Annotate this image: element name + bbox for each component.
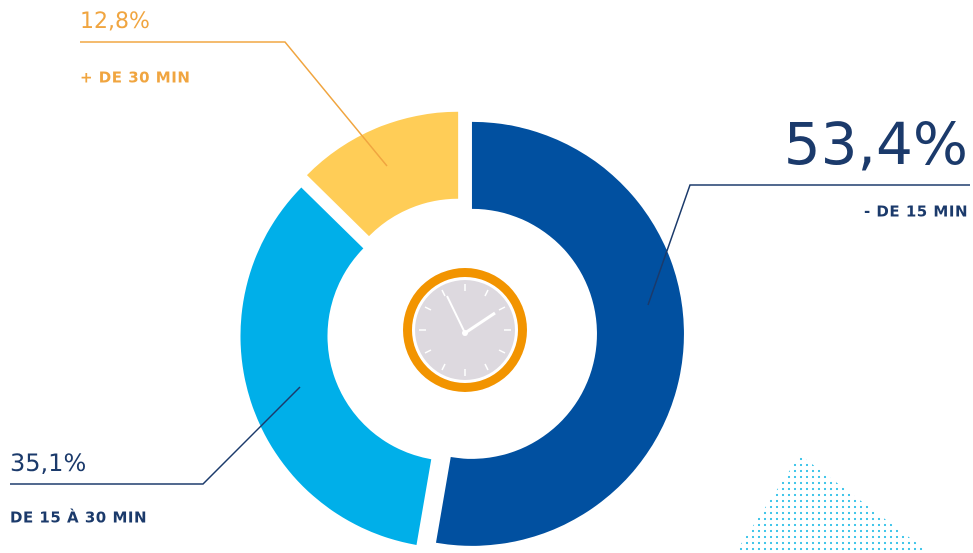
dotted-decoration [735,455,930,553]
category-label: DE 15 À 30 MIN [10,508,147,527]
donut-segment [240,187,432,545]
leader-line [10,386,301,485]
donut [240,111,684,546]
value-label: 12,8% [80,9,150,34]
value-label: 53,4% [784,110,968,178]
donut-segment [435,121,684,546]
donut-segment [306,111,459,237]
category-label: + DE 30 MIN [80,69,190,87]
leader-line [80,41,388,167]
labels: 53,4% - DE 15 MIN 35,1% DE 15 À 30 MIN 12,8%… [10,9,970,527]
clock-icon [403,268,527,392]
leader-line [647,184,970,306]
value-label: 35,1% [10,449,86,477]
category-label: - DE 15 MIN [864,203,968,221]
